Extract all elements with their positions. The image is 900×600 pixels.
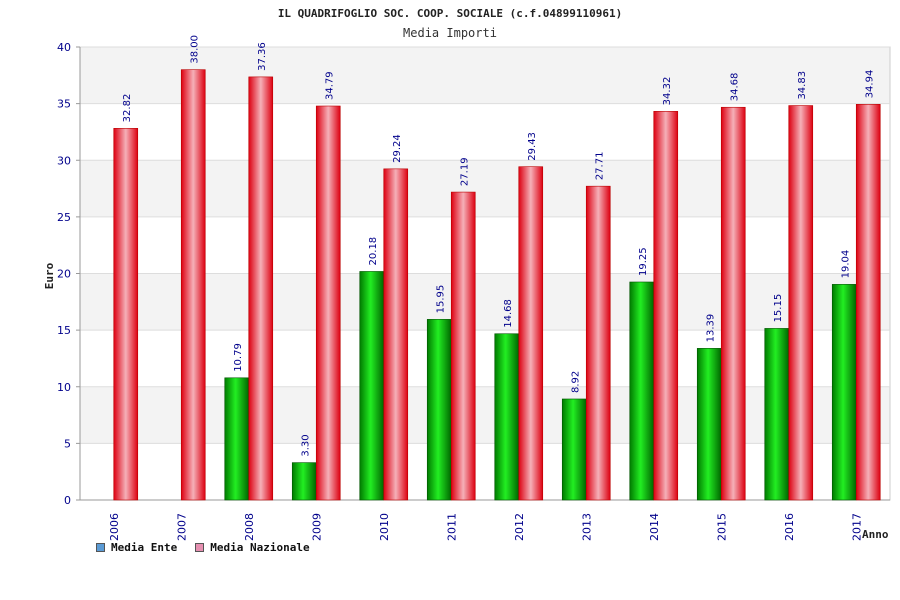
data-label: 19.25: [638, 247, 649, 276]
plot-band: [80, 273, 890, 331]
bar-media-nazionale-2015: [720, 106, 746, 501]
y-tick-label: 40: [57, 41, 71, 54]
data-label: 27.19: [459, 157, 470, 186]
bar-media-ente-2014: [629, 281, 655, 501]
bar-media-nazionale-2008: [248, 76, 274, 501]
y-axis-label: Euro: [43, 262, 56, 289]
data-label: 32.82: [122, 94, 133, 123]
legend-swatch-media-ente: [96, 543, 105, 552]
plot-area: [79, 46, 891, 501]
legend-item-media-ente: Media Ente: [96, 541, 177, 554]
x-tick-label: 2013: [580, 513, 593, 541]
x-axis-label: Anno: [862, 528, 889, 541]
bar-media-ente-2013: [561, 398, 587, 501]
data-label: 3.30: [300, 434, 311, 456]
data-label: 34.79: [324, 71, 335, 100]
bar-media-nazionale-2011: [450, 191, 476, 501]
data-label: 34.94: [864, 70, 875, 99]
x-tick-label: 2006: [108, 513, 121, 541]
bar-media-ente-2017: [831, 284, 857, 501]
x-tick-label: 2008: [243, 513, 256, 541]
bar-media-nazionale-2014: [653, 111, 679, 501]
data-label: 34.83: [797, 71, 808, 100]
bar-media-ente-2015: [696, 348, 722, 501]
legend: Media Ente Media Nazionale: [96, 541, 310, 554]
bar-media-ente-2010: [359, 271, 385, 501]
chart-title: IL QUADRIFOGLIO SOC. COOP. SOCIALE (c.f.…: [278, 7, 622, 20]
x-tick-label: 2016: [783, 513, 796, 541]
bar-media-ente-2011: [426, 319, 452, 501]
legend-item-media-nazionale: Media Nazionale: [195, 541, 310, 554]
x-tick-label: 2010: [378, 513, 391, 541]
data-label: 13.39: [705, 314, 716, 343]
bar-media-ente-2008: [224, 377, 250, 501]
data-label: 37.36: [257, 42, 268, 71]
data-label: 34.68: [729, 73, 740, 102]
plot-band: [80, 160, 890, 217]
y-tick-label: 0: [64, 494, 71, 507]
bar-media-nazionale-2006: [113, 128, 139, 501]
plot-band: [80, 443, 890, 500]
plot-band: [80, 386, 890, 444]
y-tick-label: 5: [64, 437, 71, 450]
data-label: 15.95: [435, 285, 446, 314]
bar-media-nazionale-2009: [315, 105, 341, 501]
data-label: 34.32: [662, 77, 673, 106]
bar-media-nazionale-2007: [180, 69, 206, 501]
bar-media-nazionale-2013: [585, 185, 611, 501]
plot-band: [80, 47, 890, 104]
bar-media-ente-2016: [764, 328, 790, 501]
y-tick-label: 10: [57, 381, 71, 394]
y-tick-label: 15: [57, 324, 71, 337]
x-axis-ticks: 2006 2007 2008 2009 2010 2011 2012 2013 2014 2015…: [108, 513, 864, 541]
x-tick-label: 2011: [445, 513, 458, 541]
bars: [113, 69, 881, 501]
data-label: 15.15: [773, 294, 784, 323]
data-label: 29.24: [392, 134, 403, 163]
plot-band: [80, 103, 890, 161]
bar-media-ente-2012: [494, 333, 520, 501]
data-label: 19.04: [840, 250, 851, 279]
legend-label-media-ente: Media Ente: [111, 541, 178, 554]
legend-label-media-nazionale: Media Nazionale: [210, 541, 310, 554]
x-tick-label: 2009: [310, 513, 323, 541]
x-tick-label: 2014: [648, 513, 661, 541]
x-tick-label: 2017: [850, 513, 863, 541]
y-tick-label: 30: [57, 154, 71, 167]
bar-media-nazionale-2016: [788, 105, 814, 501]
bar-media-nazionale-2017: [855, 104, 881, 501]
x-tick-label: 2012: [513, 513, 526, 541]
data-label: 14.68: [503, 299, 514, 328]
gridlines: [76, 46, 890, 501]
y-axis-ticks: 0 5 10 15 20 25 30 35 40: [57, 41, 71, 507]
data-label: 20.18: [368, 237, 379, 266]
data-label: 27.71: [594, 152, 605, 181]
y-tick-label: 25: [57, 211, 71, 224]
bar-media-nazionale-2012: [518, 166, 544, 501]
bar-media-ente-2009: [291, 462, 317, 501]
x-tick-label: 2015: [715, 513, 728, 541]
y-tick-label: 35: [57, 98, 71, 111]
x-tick-label: 2007: [175, 513, 188, 541]
data-label: 38.00: [189, 35, 200, 64]
plot-band: [80, 216, 890, 274]
bar-media-nazionale-2010: [383, 168, 409, 501]
plot-band: [80, 330, 890, 387]
data-labels: 32.82 38.00 10.79 37.36 3.30 34.79 20.18 29.24 1…: [122, 35, 876, 457]
chart-subtitle: Media Importi: [403, 26, 497, 40]
data-label: 29.43: [527, 132, 538, 161]
data-label: 10.79: [233, 343, 244, 372]
legend-swatch-media-nazionale: [195, 543, 205, 552]
data-label: 8.92: [570, 371, 581, 393]
y-tick-label: 20: [57, 268, 71, 281]
